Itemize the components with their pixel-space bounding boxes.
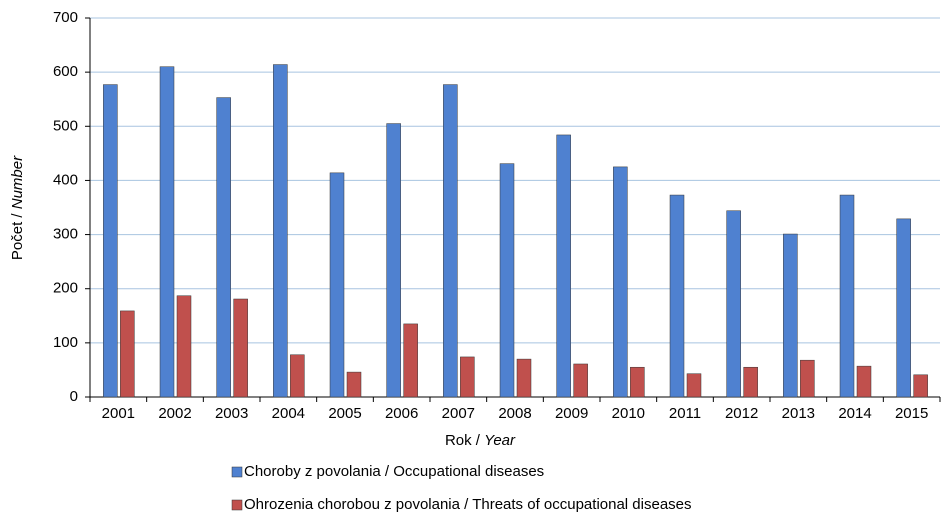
y-tick-label: 500 — [53, 117, 78, 134]
x-tick-label: 2002 — [158, 405, 191, 422]
bar — [839, 194, 855, 398]
y-tick-label: 0 — [70, 388, 78, 405]
x-tick-label: 2015 — [895, 405, 928, 422]
x-tick-label: 2005 — [328, 405, 361, 422]
x-tick-label: 2013 — [782, 405, 815, 422]
legend-label: Ohrozenia chorobou z povolania / Threats… — [244, 496, 692, 513]
y-axis-label: Počet / Number — [9, 155, 26, 260]
x-axis-label: Rok / Year — [445, 432, 516, 449]
x-tick-label: 2011 — [669, 405, 701, 422]
legend-swatch — [231, 466, 243, 478]
y-tick-label: 700 — [53, 9, 78, 26]
y-tick-label: 400 — [53, 171, 78, 188]
bar — [800, 359, 815, 398]
bar — [630, 366, 645, 398]
bar — [913, 374, 928, 398]
x-tick-label: 2001 — [102, 405, 135, 422]
y-tick-label: 600 — [53, 63, 78, 80]
bar — [120, 310, 135, 398]
bar — [460, 356, 475, 398]
bar — [176, 295, 192, 398]
x-tick-label: 2009 — [555, 405, 588, 422]
y-tick-label: 300 — [53, 226, 78, 243]
bar — [516, 358, 532, 398]
legend-swatch — [231, 499, 243, 511]
bar — [856, 365, 872, 398]
bar — [443, 84, 458, 398]
bar — [346, 371, 362, 398]
x-tick-label: 2004 — [272, 405, 305, 422]
x-tick-label: 2012 — [725, 405, 758, 422]
y-tick-label: 200 — [53, 280, 78, 297]
bar — [743, 366, 758, 398]
bar — [290, 354, 305, 398]
y-tick-label: 100 — [53, 334, 78, 351]
bar — [233, 298, 248, 398]
bar — [686, 373, 702, 398]
x-tick-label: 2007 — [442, 405, 475, 422]
bar — [273, 64, 288, 398]
bar — [499, 163, 515, 398]
bar — [159, 66, 175, 398]
x-tick-label: 2003 — [215, 405, 248, 422]
bar — [726, 210, 741, 398]
x-tick-label: 2006 — [385, 405, 418, 422]
legend-label: Choroby z povolania / Occupational disea… — [244, 463, 544, 480]
bar — [896, 218, 911, 398]
bar — [783, 233, 798, 398]
bar — [556, 134, 571, 398]
bar — [329, 172, 345, 398]
x-tick-label: 2014 — [838, 405, 871, 422]
x-tick-label: 2010 — [612, 405, 645, 422]
x-tick-label: 2008 — [498, 405, 531, 422]
bar — [216, 97, 231, 398]
bar — [669, 194, 685, 398]
bar — [613, 166, 628, 398]
bar — [103, 84, 118, 398]
bar — [573, 363, 588, 398]
bar — [386, 123, 401, 398]
bar — [403, 323, 418, 398]
